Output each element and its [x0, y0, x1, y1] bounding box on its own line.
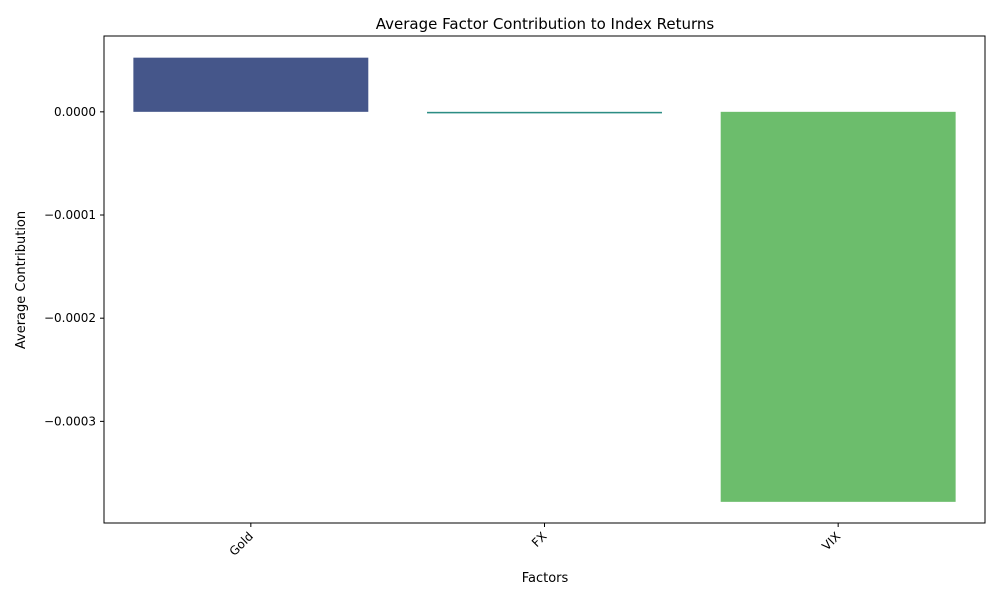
y-axis: 0.0000 −0.0001 −0.0002 −0.0003	[44, 105, 104, 428]
y-tick-label: −0.0003	[44, 414, 96, 428]
y-axis-label: Average Contribution	[14, 211, 29, 349]
x-axis-label: Factors	[522, 571, 569, 586]
x-tick-label-vix: VIX	[819, 529, 843, 553]
y-tick-label: −0.0002	[44, 311, 96, 325]
bar-fx	[427, 111, 662, 114]
x-tick-label-fx: FX	[529, 529, 550, 550]
chart-title: Average Factor Contribution to Index Ret…	[376, 15, 715, 33]
bars-layer	[133, 57, 956, 502]
y-tick-label: −0.0001	[44, 208, 96, 222]
x-tick-label-gold: Gold	[227, 529, 256, 558]
bar-gold	[133, 57, 369, 112]
plot-frame	[103, 35, 986, 524]
bar-vix	[720, 111, 956, 502]
x-axis: Gold FX VIX	[227, 523, 843, 559]
y-tick-label: 0.0000	[54, 105, 96, 119]
